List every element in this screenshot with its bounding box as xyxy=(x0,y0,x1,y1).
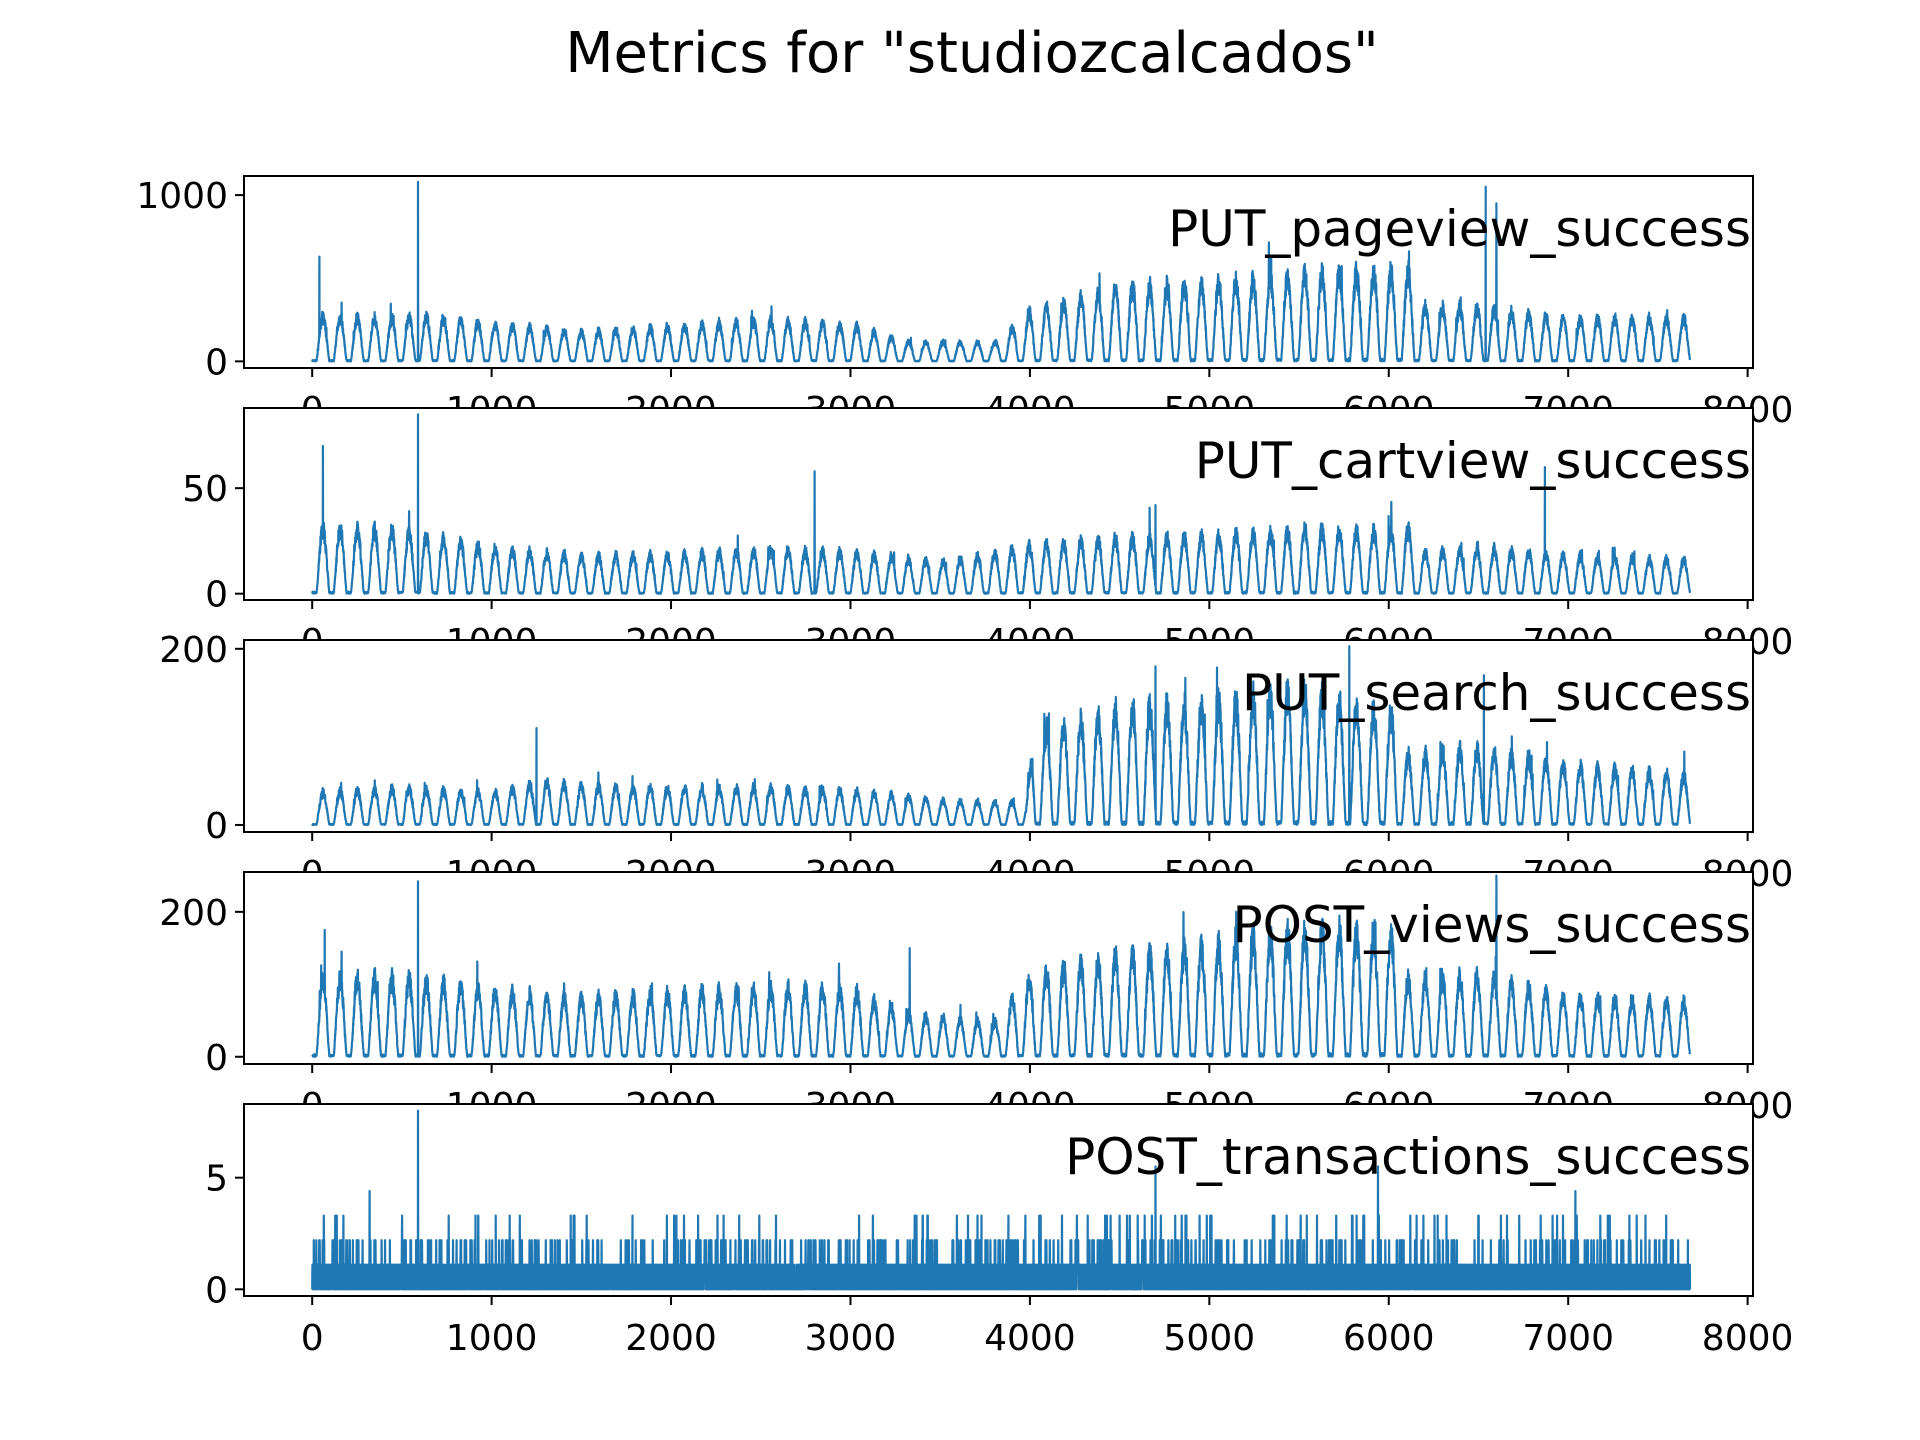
series-line-POST_transactions_success xyxy=(311,1109,1692,1291)
axes-frame xyxy=(243,175,1754,369)
y-tick-label: 0 xyxy=(205,1038,228,1079)
subplot-PUT_search_success: 0200010002000300040005000600070008000PUT… xyxy=(159,630,1793,895)
series-line-POST_views_success xyxy=(311,874,1692,1058)
axes-frame xyxy=(243,407,1754,601)
axes-frame xyxy=(243,1103,1754,1297)
y-tick-label: 50 xyxy=(182,469,228,510)
x-tick-label: 7000 xyxy=(1522,1318,1614,1359)
x-tick-label: 8000 xyxy=(1702,1318,1794,1359)
x-tick-label: 0 xyxy=(301,1318,324,1359)
subplot-PUT_pageview_success: 01000010002000300040005000600070008000PU… xyxy=(136,175,1793,431)
y-tick-label: 0 xyxy=(205,342,228,383)
figure-title: Metrics for "studiozcalcados" xyxy=(565,21,1379,86)
panel-label: POST_transactions_success xyxy=(1065,1128,1751,1186)
x-tick-label: 3000 xyxy=(805,1318,897,1359)
series-line-PUT_search_success xyxy=(311,645,1692,827)
subplot-POST_views_success: 0200010002000300040005000600070008000POS… xyxy=(159,871,1793,1127)
axes-frame xyxy=(243,871,1754,1065)
y-tick-label: 0 xyxy=(205,575,228,616)
axes-frame xyxy=(243,639,1754,833)
subplot-POST_transactions_success: 0 5 0 1000 2000 3000 4000 5000 6000 7000 8000 POST_… xyxy=(205,1103,1794,1359)
y-tick-label: 0 xyxy=(205,806,228,847)
y-tick-label: 1000 xyxy=(136,176,228,217)
axes-background xyxy=(244,640,1753,832)
panel-label: PUT_pageview_success xyxy=(1168,200,1751,258)
panel-label: PUT_search_success xyxy=(1242,664,1751,722)
x-tick-label: 2000 xyxy=(625,1318,717,1359)
x-axis-ticks: 0 1000 2000 3000 4000 5000 6000 7000 8000 xyxy=(301,1296,1794,1359)
y-tick-label: 0 xyxy=(205,1270,228,1311)
series-line-PUT_pageview_success xyxy=(311,180,1692,363)
y-tick-label: 200 xyxy=(159,893,228,934)
x-tick-label: 5000 xyxy=(1164,1318,1256,1359)
subplot-PUT_cartview_success: 050010002000300040005000600070008000PUT_… xyxy=(182,407,1793,663)
series-line-PUT_cartview_success xyxy=(311,413,1692,595)
panel-label: POST_views_success xyxy=(1232,896,1751,954)
x-tick-label: 1000 xyxy=(446,1318,538,1359)
x-tick-label: 4000 xyxy=(984,1318,1076,1359)
y-tick-label: 200 xyxy=(159,630,228,671)
y-tick-label: 5 xyxy=(205,1159,228,1200)
panel-label: PUT_cartview_success xyxy=(1195,432,1751,490)
x-tick-label: 6000 xyxy=(1343,1318,1435,1359)
